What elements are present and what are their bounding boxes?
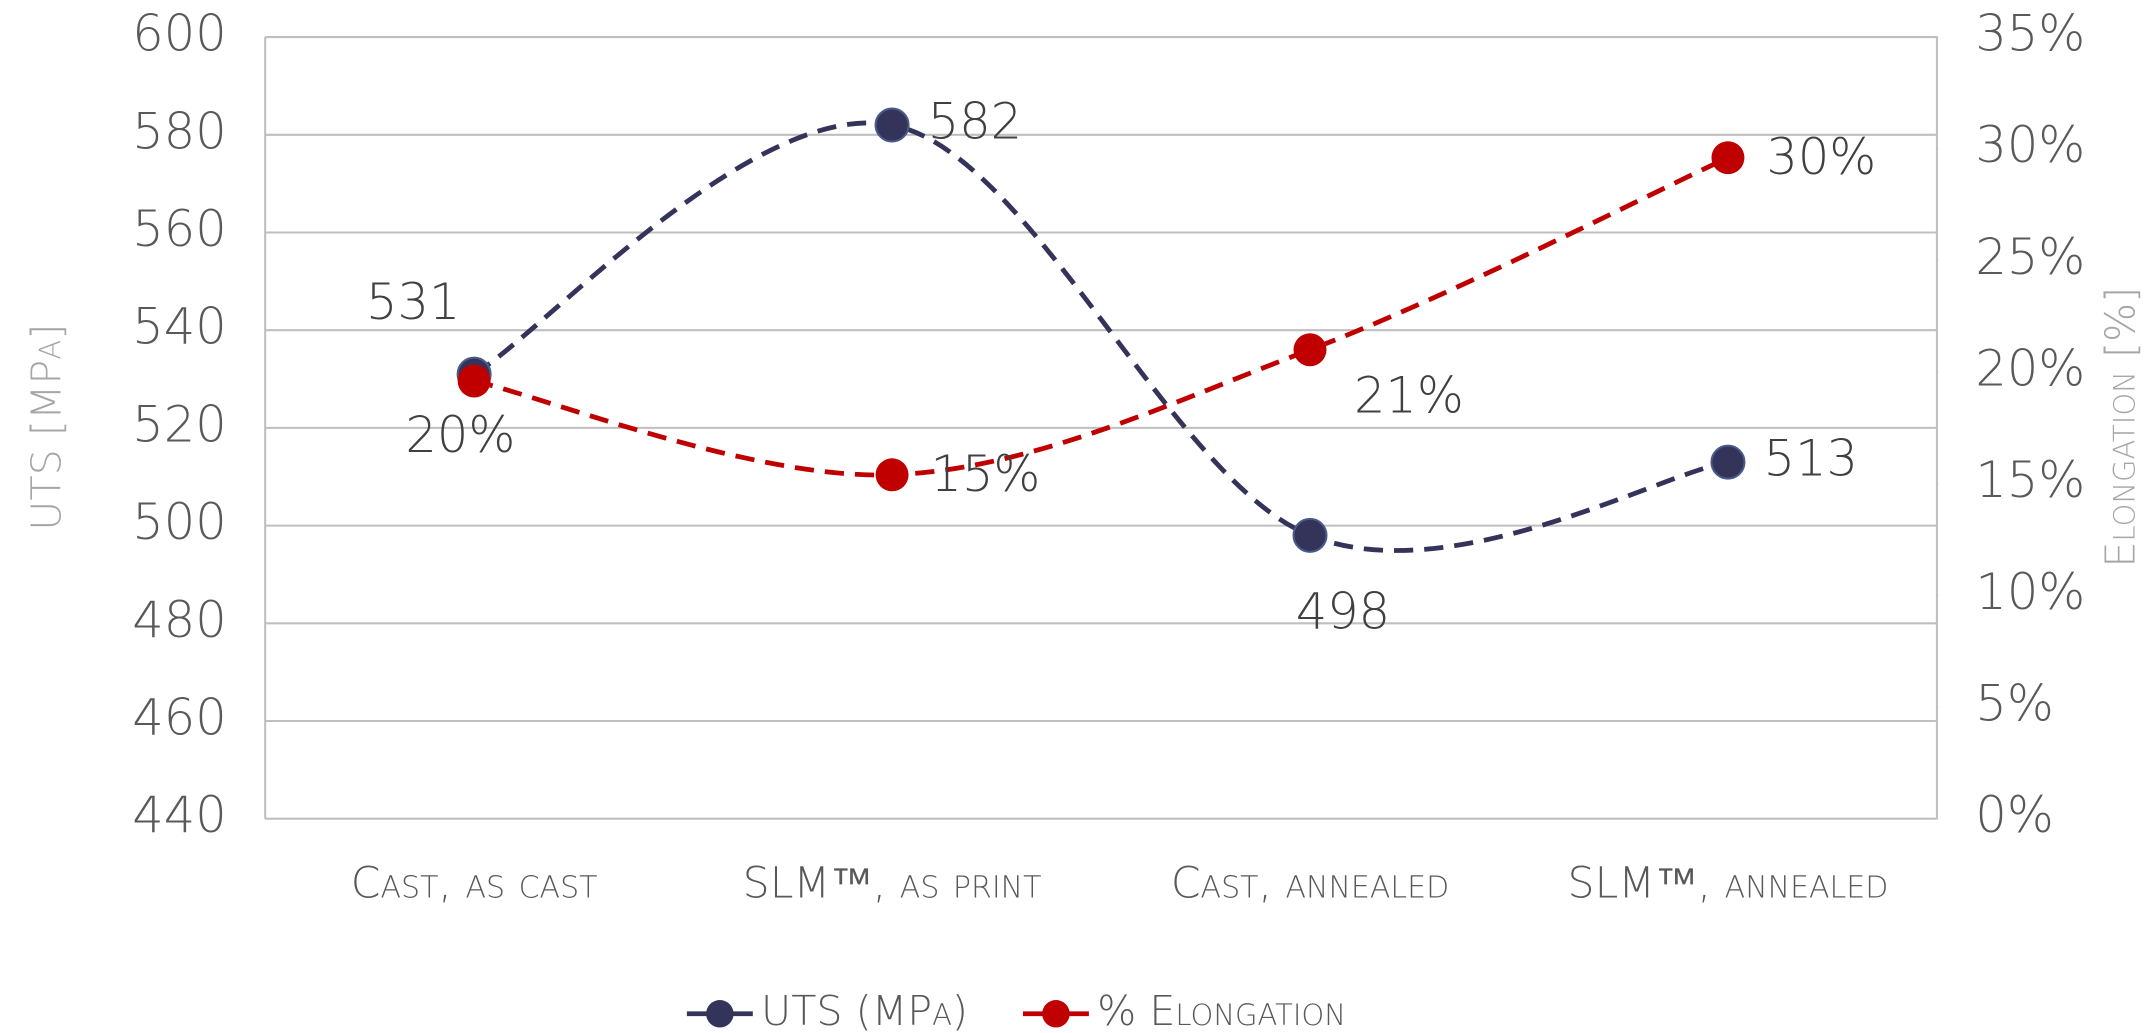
data-label: 20% [405, 406, 515, 464]
data-point [1293, 333, 1327, 367]
y2-tick-label: 10% [1975, 563, 2085, 621]
data-label: 498 [1296, 583, 1390, 641]
y-tick-label: 540 [132, 298, 226, 356]
data-point [457, 364, 491, 398]
data-label: 30% [1766, 128, 1876, 186]
data-point [874, 107, 910, 143]
series-line [472, 120, 1729, 553]
x-tick-label: SLM™, annealed [1568, 859, 1889, 909]
legend-label: % Elongation [1097, 987, 1346, 1033]
y2-tick-label: 35% [1975, 5, 2085, 63]
y-axis-title: UTS [MPa] [22, 324, 70, 531]
y-tick-label: 520 [132, 395, 226, 453]
y2-tick-label: 0% [1975, 786, 2053, 844]
y2-tick-label: 15% [1975, 451, 2085, 509]
y2-tick-label: 30% [1975, 116, 2085, 174]
y2-axis-title: Elongation [%] [2097, 287, 2145, 568]
y-tick-label: 600 [132, 5, 226, 63]
data-label: 15% [931, 445, 1041, 503]
legend-marker [1042, 1000, 1070, 1028]
y-tick-label: 460 [132, 689, 226, 747]
data-label: 513 [1764, 430, 1858, 488]
data-point [1711, 141, 1745, 175]
data-label: 21% [1354, 367, 1464, 425]
y2-tick-label: 25% [1975, 228, 2085, 286]
y2-tick-label: 20% [1975, 340, 2085, 398]
y-tick-label: 440 [132, 786, 226, 844]
data-point [1292, 517, 1328, 553]
x-tick-label: SLM™, as print [743, 859, 1042, 909]
y-tick-label: 500 [132, 493, 226, 551]
legend-label: UTS (MPa) [761, 987, 968, 1033]
data-point [1710, 444, 1746, 480]
y-tick-label: 560 [132, 200, 226, 258]
y-tick-label: 480 [132, 591, 226, 649]
data-label: 582 [928, 93, 1022, 151]
data-label: 531 [366, 273, 460, 331]
x-tick-label: Cast, annealed [1171, 859, 1449, 909]
series-line [473, 155, 1729, 478]
y-tick-label: 580 [132, 102, 226, 160]
data-point [875, 458, 909, 492]
legend-marker [706, 1000, 734, 1028]
x-tick-label: Cast, as cast [351, 859, 598, 909]
y2-tick-label: 5% [1975, 675, 2053, 733]
